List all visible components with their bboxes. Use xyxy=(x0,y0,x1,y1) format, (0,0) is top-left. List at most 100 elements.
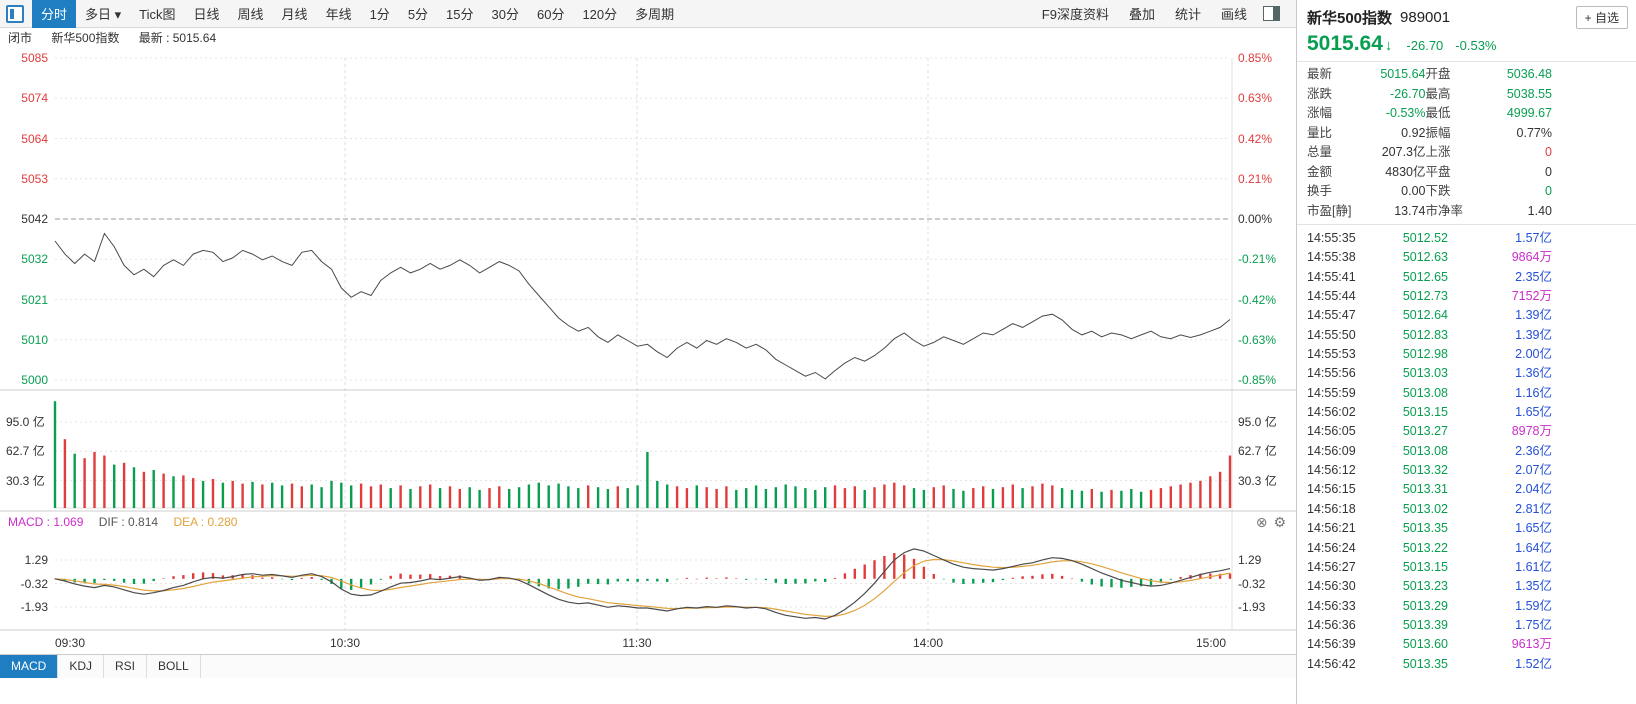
toolbar-item-F9深度资料[interactable]: F9深度资料 xyxy=(1041,7,1109,22)
volume-bar xyxy=(221,482,225,508)
volume-bar xyxy=(833,485,837,508)
toolbar-tab-分时[interactable]: 分时 xyxy=(32,0,77,28)
quote-header: 新华500指数 989001 + 自选 xyxy=(1297,0,1636,31)
intraday-chart[interactable] xyxy=(0,48,1296,654)
tick-row: 14:55:53 5012.98 2.00亿 xyxy=(1297,345,1636,364)
quote-field-value: 0.77% xyxy=(1516,125,1552,140)
settings-gear-icon[interactable]: ⚙ xyxy=(1273,514,1286,530)
toolbar-tab-周线[interactable]: 周线 xyxy=(237,7,264,22)
quote-field-label: 最新 xyxy=(1307,67,1333,81)
macd-hist-bar xyxy=(310,577,313,579)
tick-price: 5013.35 xyxy=(1402,656,1448,671)
macd-hist-bar xyxy=(280,578,284,580)
volume-bar xyxy=(429,484,432,508)
quote-field-value: -0.53% xyxy=(1385,106,1426,120)
macd-hist-bar xyxy=(271,577,274,579)
volume-bar xyxy=(804,488,807,508)
toolbar-tab-多日[interactable]: 多日 ▾ xyxy=(85,7,122,22)
volume-bar xyxy=(725,486,728,508)
toolbar-tab-Tick图[interactable]: Tick图 xyxy=(139,7,176,22)
volume-bar xyxy=(192,478,195,508)
tick-price: 5012.83 xyxy=(1402,327,1448,342)
quote-field-value: 1.40 xyxy=(1527,203,1552,218)
macd-hist-bar xyxy=(537,578,540,587)
panel-toggle-icon[interactable] xyxy=(1263,6,1280,21)
quote-field-label: 最低 xyxy=(1425,106,1451,120)
volume-bar xyxy=(1130,489,1133,508)
toolbar-tab-日线[interactable]: 日线 xyxy=(193,7,220,22)
toolbar-tab-月线[interactable]: 月线 xyxy=(281,7,308,22)
quote-field-label: 最高 xyxy=(1425,86,1451,101)
quote-field-label: 涨跌 xyxy=(1307,86,1333,101)
volume-bar xyxy=(350,485,353,508)
quote-field-label: 振幅 xyxy=(1425,125,1451,140)
volume-bar xyxy=(873,487,876,508)
toolbar-tab-120分[interactable]: 120分 xyxy=(582,7,618,22)
toolbar-tab-60分[interactable]: 60分 xyxy=(536,7,565,22)
volume-bar xyxy=(498,486,501,508)
volume-bar xyxy=(764,489,768,508)
tick-row: 14:56:30 5013.23 1.35亿 xyxy=(1297,577,1636,596)
app-icon[interactable] xyxy=(6,4,24,23)
toolbar-tab-30分[interactable]: 30分 xyxy=(491,7,519,22)
volume-bar xyxy=(53,401,57,508)
indicator-tab-BOLL[interactable]: BOLL xyxy=(147,655,201,678)
macd-hist-bar xyxy=(557,578,560,590)
toolbar-item-统计[interactable]: 统计 xyxy=(1174,7,1201,22)
volume-bar xyxy=(843,488,847,508)
quote-field-label: 总量 xyxy=(1307,145,1333,159)
indicator-tab-KDJ[interactable]: KDJ xyxy=(58,655,105,678)
volume-bar xyxy=(340,482,343,508)
tick-row: 14:55:44 5012.73 7152万 xyxy=(1297,287,1636,306)
macd-hist-bar xyxy=(83,578,86,584)
quote-field-value: 0 xyxy=(1545,184,1552,198)
tick-price: 5012.63 xyxy=(1402,250,1448,265)
macd-hist-bar xyxy=(1031,575,1034,579)
macd-hist-bar xyxy=(666,578,669,582)
macd-hist-bar xyxy=(122,578,126,583)
quote-field-value: 0.00 xyxy=(1401,184,1426,198)
volume-bar xyxy=(1001,487,1005,508)
macd-hist-bar xyxy=(1001,578,1005,580)
volume-bar xyxy=(606,489,610,508)
toolbar-tab-年线[interactable]: 年线 xyxy=(325,7,352,22)
volume-bar xyxy=(626,488,629,508)
toolbar-tab-15分[interactable]: 15分 xyxy=(446,7,474,22)
indicator-tab-MACD[interactable]: MACD xyxy=(0,655,59,678)
volume-bar xyxy=(300,486,303,508)
macd-hist-bar xyxy=(103,578,106,580)
add-watchlist-button[interactable]: + 自选 xyxy=(1575,6,1628,29)
macd-hist-bar xyxy=(932,574,935,579)
period-tabs: 分时 多日 ▾ Tick图 日线 周线 月线 年线 1分 5分 15分 30分 60分 120分 多周期 xyxy=(32,0,683,28)
volume-bar xyxy=(478,489,481,508)
quote-field-label: 市盈[静] xyxy=(1307,203,1352,218)
chart-region: 5085 0.85% 5074 0.63% 5064 0.42% 5053 0.21% 5042… xyxy=(0,48,1296,654)
toolbar-tab-1分[interactable]: 1分 xyxy=(369,7,390,22)
macd-hist-bar xyxy=(1070,578,1074,580)
tick-row: 14:56:24 5013.22 1.64亿 xyxy=(1297,539,1636,558)
tick-volume: 2.04亿 xyxy=(1515,482,1552,497)
volume-bar xyxy=(587,485,590,508)
volume-bar xyxy=(863,489,866,508)
tick-time: 14:55:47 xyxy=(1307,308,1356,323)
close-icon[interactable]: ⊗ xyxy=(1255,514,1268,530)
toolbar-tab-5分[interactable]: 5分 xyxy=(407,7,429,22)
macd-hist-bar xyxy=(419,574,422,579)
toolbar-item-叠加[interactable]: 叠加 xyxy=(1128,7,1155,22)
volume-bar xyxy=(853,486,856,508)
macd-hist-bar xyxy=(201,572,205,579)
macd-hist-bar xyxy=(300,577,303,579)
macd-hist-bar xyxy=(883,556,886,579)
macd-hist-bar xyxy=(429,574,432,579)
toolbar-tab-多周期[interactable]: 多周期 xyxy=(635,7,675,22)
volume-bar xyxy=(1218,471,1222,508)
volume-bar xyxy=(201,480,205,509)
tick-price: 5013.08 xyxy=(1402,443,1448,458)
toolbar-item-画线[interactable]: 画线 xyxy=(1220,7,1247,22)
tick-volume: 2.35亿 xyxy=(1515,269,1552,284)
macd-hist-bar xyxy=(182,575,185,579)
tick-time: 14:56:02 xyxy=(1307,405,1356,420)
macd-hist-bar xyxy=(577,578,580,587)
indicator-tab-RSI[interactable]: RSI xyxy=(104,655,148,678)
quote-field-label: 下跌 xyxy=(1425,184,1451,198)
